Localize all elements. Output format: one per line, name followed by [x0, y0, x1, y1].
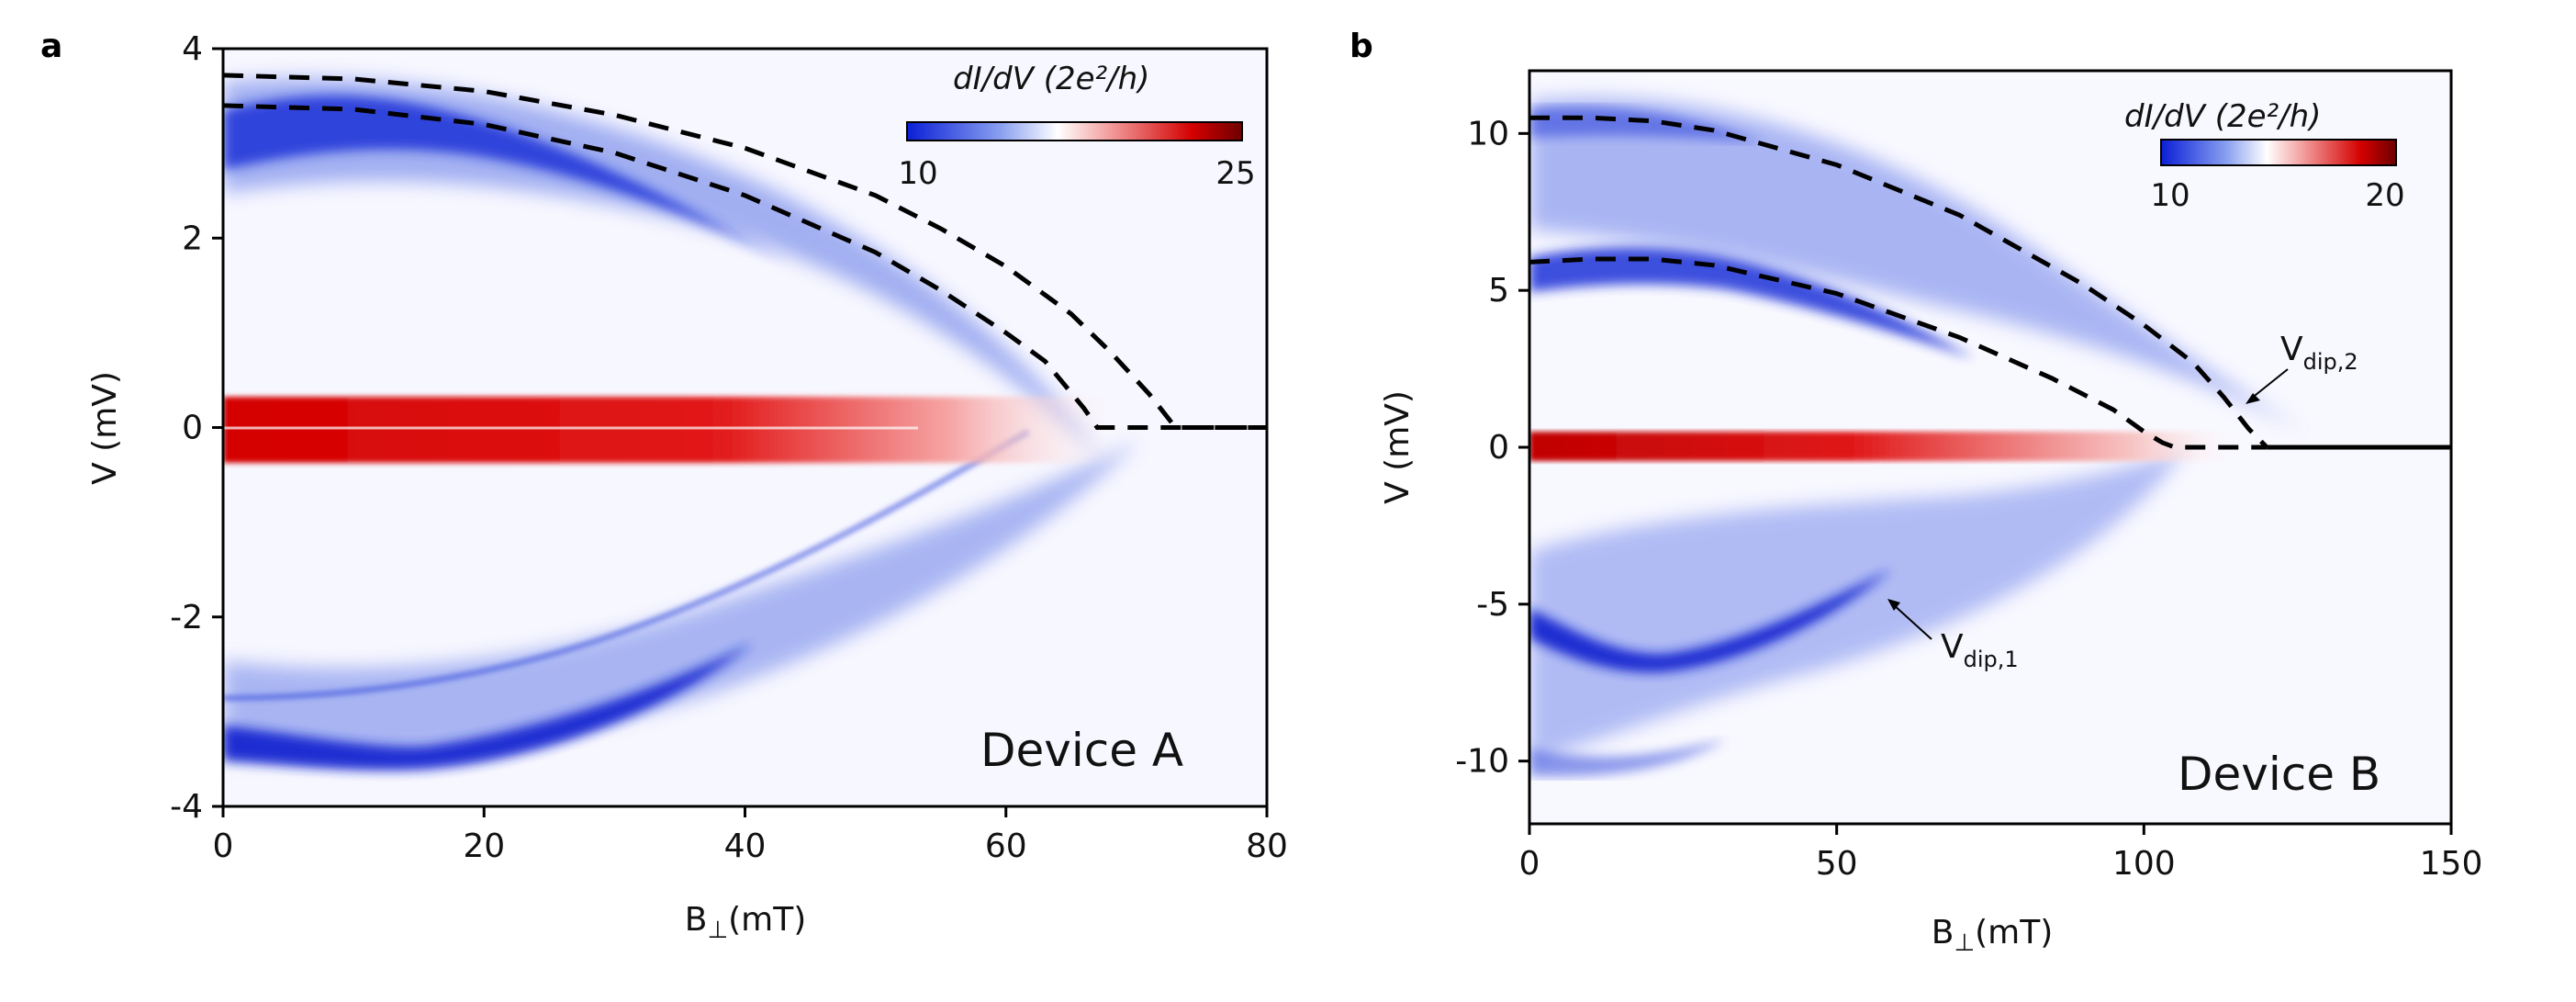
- panel-b-device-label: Device B: [2178, 748, 2380, 801]
- panel-b-x-tick-label: 50: [1816, 845, 1858, 883]
- svg-text:Vdip,1: Vdip,1: [1941, 628, 2019, 672]
- panel-a-y-tick-label: 4: [182, 30, 203, 68]
- panel-a-y-tick-label: 2: [182, 220, 203, 257]
- panel-a-heatmap: [223, 78, 1138, 771]
- panel-a-upper-band-core: [223, 95, 808, 276]
- panel-b-zero-bias-peak: [1529, 432, 2246, 461]
- panel-a: 0 20 40 60 80 420-2-4 V (mV) B⊥(mT) Device A…: [86, 30, 1288, 944]
- vdip2-arrow: [2250, 368, 2289, 400]
- vdip2-annotation: Vdip,2: [2246, 331, 2358, 404]
- panel-a-dashed-lines: [222, 73, 1267, 430]
- panel-a-zero-bias-peak: [223, 397, 1132, 463]
- panel-a-y-ticks: 4 2 0 -2 -4: [170, 30, 223, 826]
- panel-a-y-tick-label: -2: [170, 599, 203, 636]
- panel-a-colorbar-min: 10: [898, 155, 937, 192]
- panel-a-x-tick-label: 60: [985, 827, 1027, 865]
- vdip1-arrowhead: [1887, 599, 1900, 611]
- panel-b-y-tick-label: 10: [1467, 115, 1509, 152]
- panel-a-device-label: Device A: [980, 724, 1183, 777]
- panel-b-heatmap: [1529, 97, 2304, 777]
- panel-b-y-tick-label: -5: [1476, 586, 1509, 624]
- panel-a-colorbar-label: dI/dV (2e²/h): [953, 61, 1149, 97]
- panel-a-inner-line: [223, 429, 1030, 701]
- panel-b-y-ticks: 10 5 0 -5 -10: [1455, 115, 1529, 781]
- panel-a-letter: a: [40, 28, 62, 65]
- panel-a-lower-band-core: [223, 643, 753, 771]
- panel-a-y-tick-label: -4: [170, 788, 203, 826]
- panel-b-x-tick-label: 100: [2112, 845, 2176, 883]
- panel-b-y-tick-label: 5: [1488, 272, 1509, 310]
- panel-b-x-tick-label: 150: [2420, 845, 2483, 883]
- vdip1-main: V: [1941, 628, 1964, 666]
- panel-a-x-tick-label: 80: [1246, 827, 1288, 865]
- panel-b-y-tick-label: 0: [1488, 429, 1509, 467]
- vdip2-arrowhead: [2246, 393, 2260, 404]
- panel-a-colorbar-max: 25: [1215, 155, 1255, 192]
- panel-a-x-tick-label: 40: [724, 827, 767, 865]
- panel-b-bottom-core: [1529, 739, 1726, 777]
- panel-a-xlabel: B⊥(mT): [685, 901, 807, 944]
- panel-a-dashed-line-2: [222, 73, 1267, 430]
- vdip1-arrow: [1892, 603, 1932, 640]
- panel-b-colorbar-min: 10: [2150, 177, 2190, 214]
- panel-a-dashed-line-1: [222, 103, 1267, 430]
- panel-b-upper-core: [1529, 247, 1974, 358]
- panel-a-x-tick-label: 0: [213, 827, 234, 865]
- panel-b-upper-band: [1529, 97, 2304, 433]
- panel-b-ylabel: V (mV): [1379, 390, 1417, 504]
- svg-text:Vdip,2: Vdip,2: [2280, 331, 2358, 375]
- panel-a-colorbar: [906, 121, 1243, 141]
- panel-b-colorbar: [2160, 139, 2397, 166]
- vdip2-sub: dip,2: [2303, 349, 2358, 375]
- panel-b-dashed-line-2: [1529, 115, 2268, 449]
- vdip1-sub: dip,1: [1964, 647, 2019, 672]
- vdip1-annotation: Vdip,1: [1887, 599, 2019, 672]
- panel-b-y-tick-label: -10: [1455, 743, 1509, 781]
- panel-b-top-core: [1529, 106, 1763, 142]
- panel-b-xlabel: B⊥(mT): [1932, 914, 2054, 957]
- panel-a-y-tick-label: 0: [182, 410, 203, 447]
- panel-a-upper-band: [223, 78, 1102, 459]
- vdip2-main: V: [2280, 331, 2303, 368]
- panel-b-dashed-line-1: [1529, 256, 2268, 450]
- panel-b-lower-band: [1529, 450, 2185, 762]
- panel-a-ylabel: V (mV): [86, 371, 124, 485]
- panel-b-lower-core: [1529, 569, 1891, 673]
- panel-b-letter: b: [1350, 28, 1373, 65]
- panel-b-colorbar-label: dI/dV (2e²/h): [2124, 98, 2321, 135]
- panel-b-x-ticks: 0 50 100 150: [1519, 824, 2483, 883]
- panel-a-x-tick-label: 20: [463, 827, 505, 865]
- panel-a-x-ticks: 0 20 40 60 80: [213, 806, 1288, 865]
- panel-b-dashed-lines: [1529, 115, 2268, 450]
- panel-b-x-tick-label: 0: [1519, 845, 1540, 883]
- panel-b-colorbar-max: 20: [2365, 177, 2404, 214]
